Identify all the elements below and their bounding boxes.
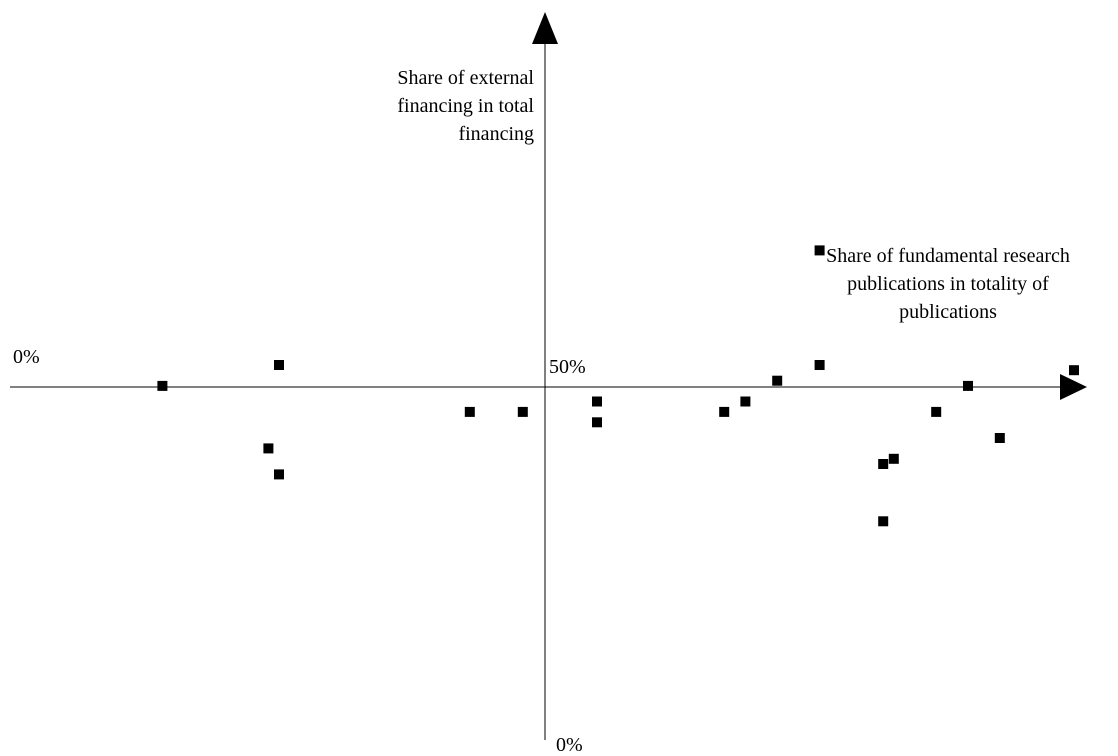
- data-points: [157, 245, 1079, 527]
- axes-center-tick-label: 50%: [549, 356, 586, 378]
- data-point-4: [274, 469, 284, 480]
- data-point-20: [1069, 365, 1079, 376]
- data-point-6: [517, 406, 528, 417]
- data-point-9: [719, 406, 730, 417]
- x-axis-label: Share of fundamental research publication…: [826, 245, 1070, 323]
- data-point-13: [814, 245, 825, 256]
- data-point-15: [878, 516, 889, 527]
- data-point-12: [814, 360, 825, 370]
- data-point-17: [931, 406, 942, 417]
- data-point-19: [994, 433, 1005, 443]
- data-point-16: [888, 453, 899, 464]
- data-point-10: [740, 396, 751, 407]
- data-point-14: [878, 459, 889, 469]
- data-point-3: [263, 443, 274, 454]
- y-axis-arrowhead: [532, 12, 558, 44]
- data-point-18: [963, 380, 973, 391]
- data-point-5: [464, 406, 475, 417]
- data-point-2: [274, 360, 284, 370]
- data-point-8: [592, 417, 602, 428]
- y-axis-min-tick-label: 0%: [556, 734, 583, 756]
- data-point-1: [157, 380, 168, 391]
- x-axis-arrowhead: [1060, 374, 1087, 400]
- y-axis-label: Share of external financing in total finan…: [397, 67, 534, 145]
- data-point-11: [772, 375, 783, 386]
- x-axis-min-tick-label: 0%: [13, 346, 40, 368]
- axes: [10, 12, 1087, 740]
- data-point-7: [592, 396, 602, 407]
